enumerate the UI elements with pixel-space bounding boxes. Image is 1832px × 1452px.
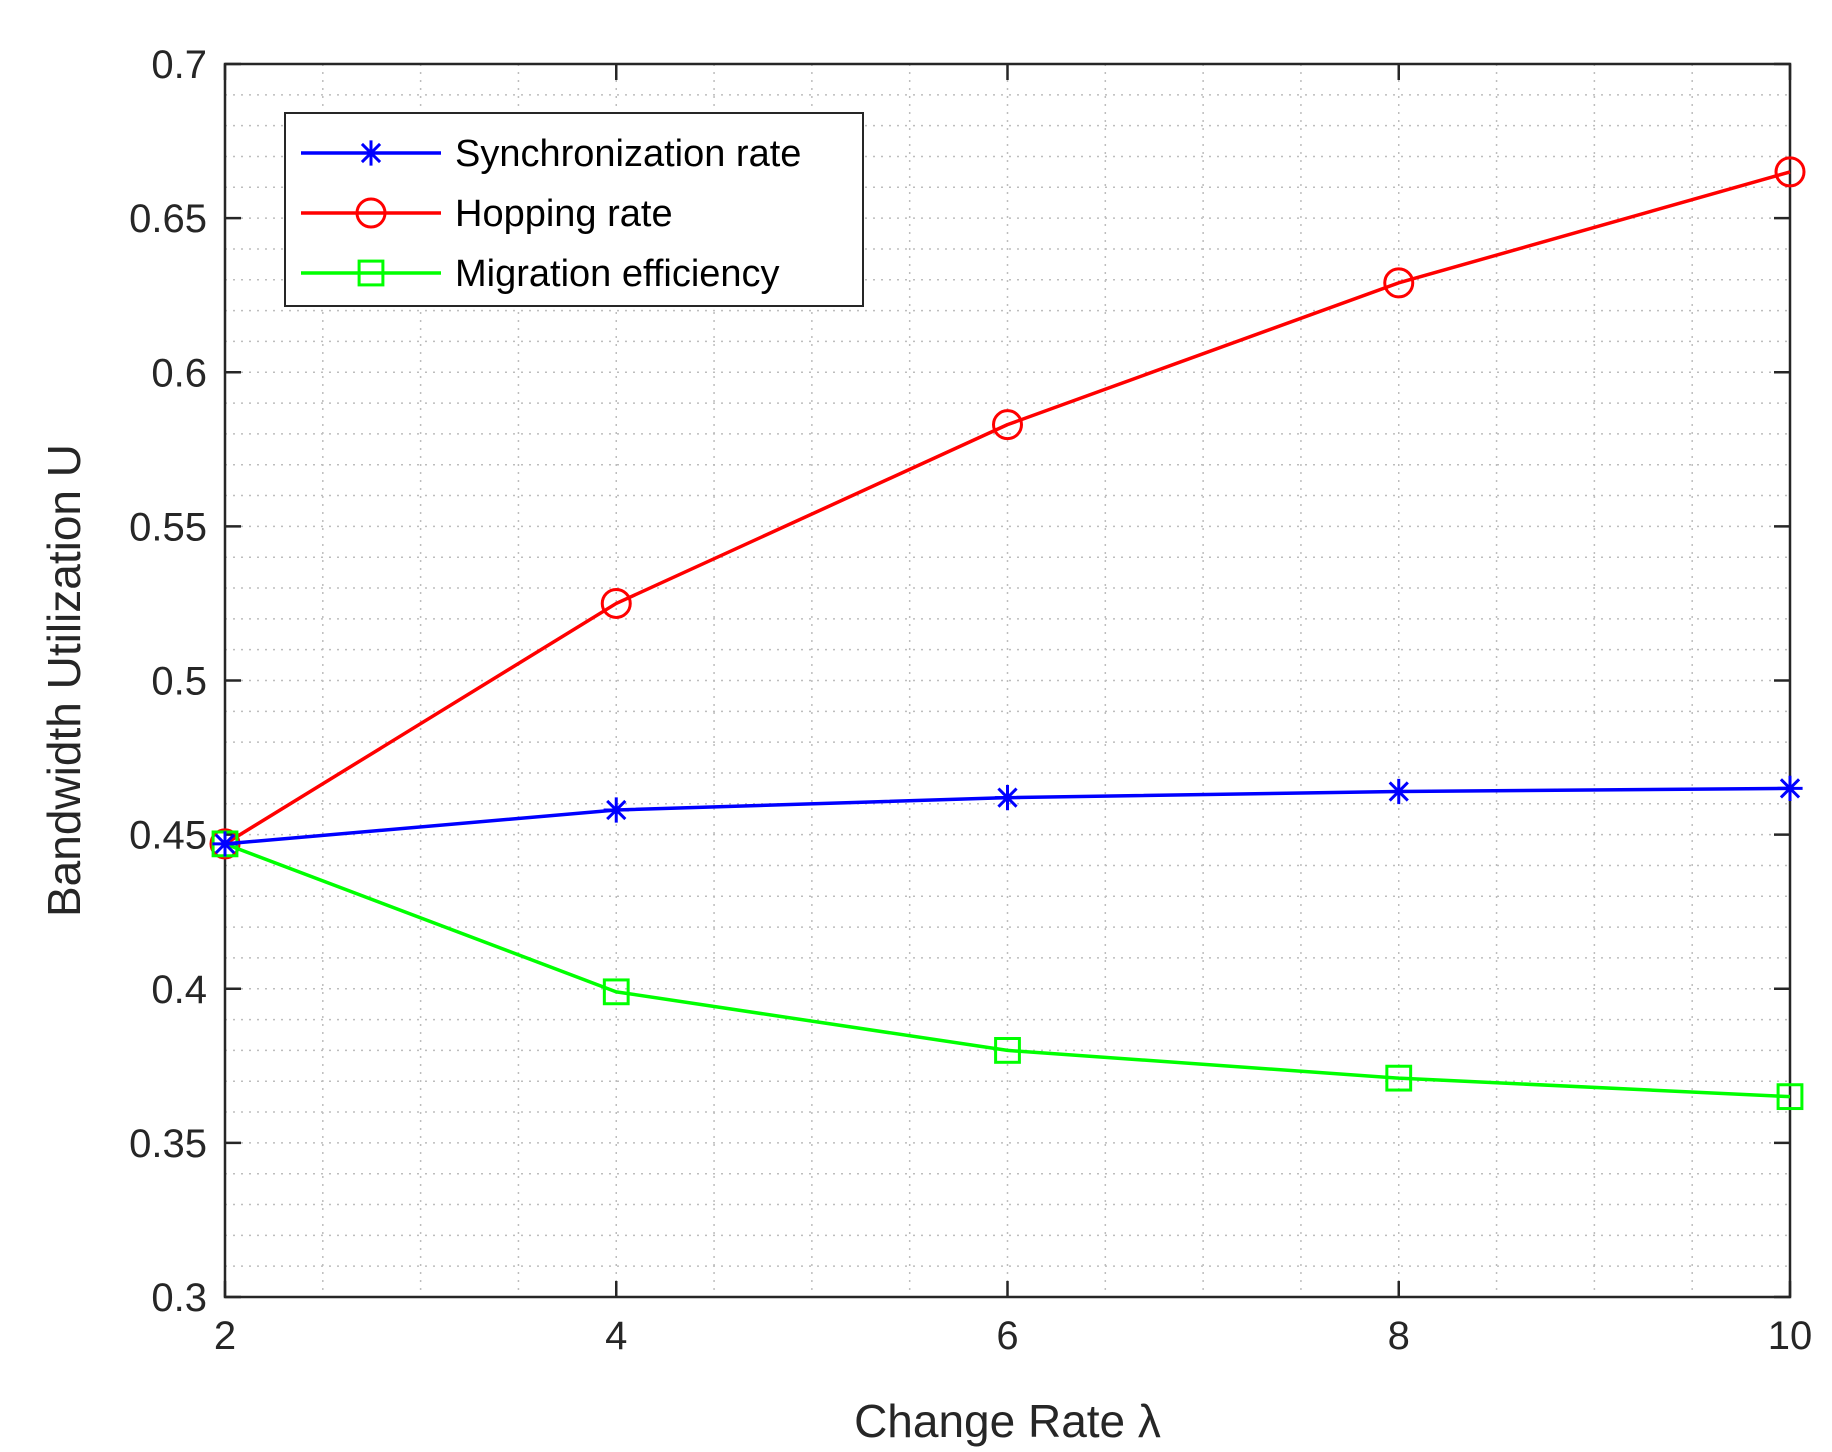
legend-item: Migration efficiency <box>301 253 780 295</box>
square-marker <box>1385 1064 1413 1092</box>
asterisk-marker <box>1777 775 1803 801</box>
y-axis-label: Bandwidth Utilization U <box>38 444 90 917</box>
asterisk-marker <box>1386 778 1412 805</box>
x-tick-label: 6 <box>996 1314 1018 1358</box>
data-point <box>1774 156 1806 188</box>
y-tick-label: 0.6 <box>151 351 207 395</box>
asterisk-marker <box>994 785 1021 811</box>
x-tick-label: 4 <box>605 1314 627 1358</box>
asterisk-marker <box>603 797 629 823</box>
y-tick-label: 0.55 <box>129 505 207 549</box>
data-point <box>1777 775 1803 801</box>
y-tick-label: 0.4 <box>151 968 207 1012</box>
data-point <box>602 978 630 1006</box>
series-layer <box>209 156 1806 1111</box>
series-hopping-rate <box>209 156 1806 860</box>
circle-marker <box>355 197 387 229</box>
y-tick-label: 0.35 <box>129 1122 207 1166</box>
square-marker <box>602 978 630 1006</box>
y-tick-label: 0.3 <box>151 1276 207 1320</box>
y-tick-label: 0.7 <box>151 43 207 87</box>
data-point <box>994 785 1021 811</box>
data-point <box>212 831 238 857</box>
circle-marker <box>600 587 632 619</box>
y-tick-label: 0.45 <box>129 814 207 858</box>
y-tick-label: 0.5 <box>151 660 207 704</box>
circle-marker <box>992 409 1023 441</box>
legend-item: Synchronization rate <box>301 133 801 175</box>
data-point <box>1385 1064 1413 1092</box>
square-marker <box>1776 1083 1804 1111</box>
x-tick-label: 10 <box>1768 1314 1813 1358</box>
square-marker <box>994 1037 1021 1064</box>
data-point <box>603 797 629 823</box>
grid <box>224 63 1791 1298</box>
axis-ticks: 2 4 6 8 10 0.3 0.35 0.4 0.45 0.5 0.55 0.6 0.65 0.7 <box>129 43 1812 1358</box>
data-point <box>1386 778 1412 805</box>
series-line <box>224 170 1791 846</box>
circle-marker <box>1774 156 1806 188</box>
x-tick-label: 2 <box>214 1314 236 1358</box>
data-point <box>1776 1083 1804 1111</box>
asterisk-marker <box>358 140 384 166</box>
data-point <box>600 587 632 619</box>
series-synchronization-rate <box>212 775 1803 857</box>
data-point <box>992 409 1023 441</box>
series-line <box>224 842 1791 1099</box>
x-axis-label: Change Rate λ <box>854 1395 1161 1447</box>
legend-label: Hopping rate <box>455 193 673 235</box>
y-tick-label: 0.65 <box>129 197 207 241</box>
x-tick-label: 8 <box>1388 1314 1410 1358</box>
data-point <box>1383 267 1415 299</box>
circle-marker <box>1383 267 1415 299</box>
square-marker <box>357 259 385 287</box>
legend-label: Migration efficiency <box>455 253 780 295</box>
legend: Synchronization rate Hopping rate Migratio… <box>284 112 864 307</box>
data-point <box>994 1037 1021 1064</box>
legend-item: Hopping rate <box>301 193 673 235</box>
asterisk-marker <box>212 831 238 857</box>
legend-label: Synchronization rate <box>455 133 801 175</box>
